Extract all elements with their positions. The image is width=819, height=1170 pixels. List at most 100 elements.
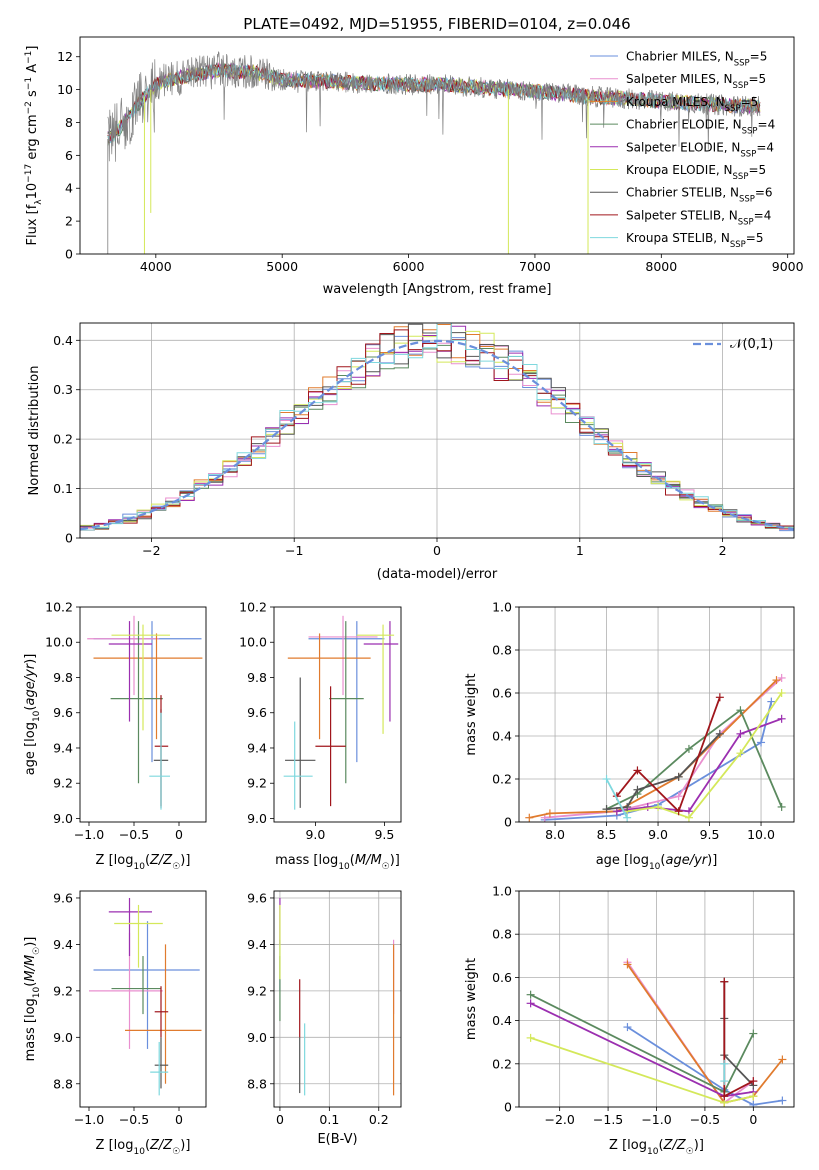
label-part: erg cm — [25, 114, 40, 163]
x-axis-label: wavelength [Angstrom, rest frame] — [323, 282, 552, 297]
y-tick-label: 9.6 — [53, 705, 73, 720]
legend-label: Kroupa ELODIE, NSSP=5 — [626, 163, 766, 182]
label-part: =4 — [756, 140, 774, 154]
series-line — [529, 679, 778, 819]
plot-area — [80, 323, 794, 534]
plot-area — [89, 897, 202, 1096]
label-part: SSP — [730, 240, 746, 250]
label-part: Z [log — [96, 853, 134, 868]
legend-label: Salpeter STELIB, NSSP=4 — [626, 208, 771, 227]
label-part: −1 — [24, 77, 34, 90]
panel-age-vs-mass: 9.0 9.5 9.0 9.2 9.4 9.6 9.8 10.0 10.2 mass [log10… — [239, 600, 402, 872]
label-part: SSP — [733, 81, 749, 91]
y-tick-label: 9.8 — [53, 670, 73, 685]
label-part: )] — [694, 1138, 704, 1153]
label-part: 10 — [133, 1147, 145, 1157]
x-tick-label: −2 — [142, 543, 160, 558]
label-part: age [log — [23, 722, 38, 775]
y-tick-label: 0.1 — [53, 481, 73, 496]
label-part: Chabrier STELIB, N — [626, 186, 739, 200]
label-part: Z/Z — [149, 1138, 173, 1153]
label-part: ( — [145, 853, 150, 868]
panel-spectrum: 4000 5000 6000 7000 8000 9000 0 2 4 6 8 10 12 Chabrie… — [24, 36, 804, 297]
y-tick-label: 0.4 — [492, 729, 512, 744]
label-part: =4 — [754, 208, 772, 222]
label-part: −2 — [24, 101, 34, 114]
label-part: =4 — [758, 118, 776, 132]
label-part: Chabrier MILES, N — [626, 50, 734, 64]
label-part: )] — [180, 1138, 190, 1153]
y-tick-label: 0.4 — [492, 1013, 512, 1028]
label-part: Z [log — [609, 1138, 647, 1153]
label-part: Kroupa STELIB, N — [626, 231, 730, 245]
label-part: 10 — [338, 862, 350, 872]
y-tick-label: 0.6 — [492, 686, 512, 701]
label-part: ( — [23, 706, 38, 711]
y-axis-label: mass weight — [464, 958, 479, 1040]
y-tick-label: 12 — [57, 49, 73, 64]
x-tick-label: 6000 — [393, 259, 425, 274]
label-part: SSP — [738, 217, 754, 227]
y-tick-label: 9.4 — [247, 937, 267, 952]
label-part: A — [25, 64, 40, 77]
legend-label: Salpeter ELODIE, NSSP=4 — [626, 140, 774, 159]
y-tick-label: 10.0 — [45, 635, 73, 650]
y-tick-label: 0.2 — [53, 432, 73, 447]
label-part: M/M — [355, 853, 382, 868]
label-part: ( — [658, 1138, 663, 1153]
label-part: =5 — [741, 95, 759, 109]
label-part: SSP — [740, 149, 756, 159]
label-part: 10 — [649, 862, 661, 872]
y-tick-label: 1.0 — [492, 884, 512, 899]
label-part: ( — [23, 982, 38, 987]
y-tick-label: 0 — [65, 247, 73, 262]
label-part: age/yr — [23, 662, 38, 705]
series-line — [723, 981, 754, 1087]
y-axis-label: Normed distribution — [27, 366, 42, 496]
plot-area — [279, 897, 395, 1096]
label-part: Kroupa ELODIE, N — [626, 163, 733, 177]
label-part: λ — [34, 199, 44, 205]
label-part: )] — [707, 853, 717, 868]
label-part: Z [log — [96, 1138, 134, 1153]
panel-mass-vs-EBV: 0 0.1 0.2 8.8 9.0 9.2 9.4 9.6 E(B-V) — [247, 890, 402, 1147]
y-tick-label: 9.6 — [247, 890, 267, 905]
label-part: SSP — [739, 195, 755, 205]
y-tick-label: 9.4 — [247, 740, 267, 755]
y-tick-label: 0.2 — [492, 772, 512, 787]
label-part: ( — [660, 853, 665, 868]
label-part: =5 — [746, 231, 764, 245]
y-tick-label: 10.2 — [239, 600, 267, 615]
label-part: =5 — [748, 72, 766, 86]
plot-area — [87, 615, 203, 810]
label-part: ( — [145, 1138, 150, 1153]
y-tick-label: 0.8 — [492, 927, 512, 942]
x-tick-label: 0 — [175, 827, 183, 842]
legend-label: Kroupa MILES, NSSP=5 — [626, 95, 758, 114]
label-part: Salpeter MILES, N — [626, 72, 733, 86]
series-line — [626, 961, 754, 1104]
x-tick-label: −1.5 — [593, 1112, 623, 1127]
label-part: Z/Z — [663, 1138, 687, 1153]
label-part: 10 — [133, 862, 145, 872]
label-part: SSP — [742, 127, 758, 137]
x-axis-label: (data-model)/error — [377, 567, 498, 582]
label-part: age [log — [596, 853, 649, 868]
label-part: =5 — [748, 163, 766, 177]
series-line — [530, 1037, 754, 1104]
x-tick-label: 9.5 — [374, 827, 394, 842]
plot-frame — [79, 890, 207, 1108]
x-tick-label: 0 — [276, 1112, 284, 1127]
label-part: )] — [23, 654, 38, 664]
series-line — [616, 696, 721, 813]
plot-area — [526, 958, 787, 1107]
y-tick-label: 10.2 — [45, 600, 73, 615]
x-tick-label: 8000 — [645, 259, 677, 274]
label-part: 10 — [32, 710, 42, 722]
label-part: ☉ — [172, 1147, 180, 1157]
label-part: )] — [390, 853, 400, 868]
label-part: )] — [180, 853, 190, 868]
plot-frame — [518, 890, 795, 1108]
label-part: SSP — [725, 104, 741, 114]
